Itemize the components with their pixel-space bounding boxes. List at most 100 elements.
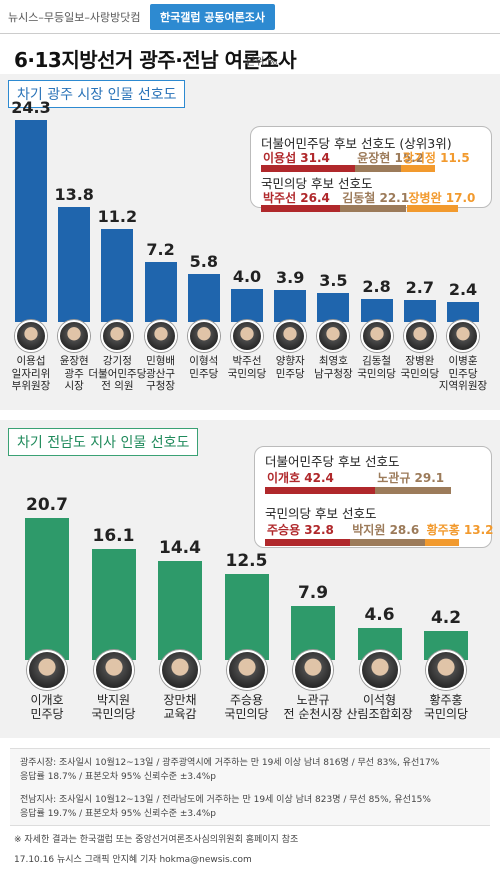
candidate-photo	[274, 320, 307, 352]
caption-line: 국민의당	[357, 367, 396, 380]
segment-bar	[406, 205, 458, 212]
bar-value-label: 2.8	[362, 276, 391, 296]
candidate-photo	[226, 650, 267, 690]
bar-value-label: 24.3	[11, 97, 51, 117]
candidate-caption: 장병완 국민의당	[387, 355, 453, 380]
chart-bar	[158, 560, 202, 660]
segment-bar	[265, 539, 351, 546]
candidate-photo	[231, 320, 263, 352]
jeonnam-section-title: 차기 전남도 지사 인물 선호도	[8, 428, 199, 456]
segment-label: 박지원 28.6	[352, 523, 420, 537]
bar-value-label: 2.7	[405, 277, 434, 297]
survey-methodology-box: 광주시장: 조사일시 10월12~13일 / 광주광역시에 거주하는 만 19세…	[10, 748, 490, 826]
candidate-photo	[447, 320, 479, 352]
caption-line: 양향자	[275, 355, 305, 367]
caption-line: 국민의당	[91, 707, 136, 721]
gwangju-section-title: 차기 광주 시장 인물 선호도	[8, 80, 186, 108]
caption-line: 민형배	[146, 355, 176, 367]
segment-bar	[261, 165, 356, 172]
bar-value-label: 7.9	[297, 582, 329, 603]
bar-value-label: 3.9	[276, 267, 305, 287]
chart-bar	[447, 302, 479, 322]
caption-line: 교육감	[163, 707, 197, 721]
chart-bar	[144, 262, 177, 322]
candidate-photo	[293, 650, 333, 690]
reference-note: ※ 자세한 결과는 한국갤럽 또는 중앙선거여론조사심의위원회 홈페이지 참조	[14, 835, 299, 845]
candidate-caption: 민형배 광산구 구청장	[128, 355, 194, 393]
gwangju-survey-line1: 광주시장: 조사일시 10월12~13일 / 광주광역시에 거주하는 만 19세…	[20, 758, 440, 768]
caption-line: 더불어민주당	[88, 367, 147, 380]
caption-line: 국민의당	[227, 367, 267, 380]
segment-bar	[261, 205, 341, 212]
caption-line: 이개호	[30, 693, 64, 707]
caption-line: 최영호	[318, 355, 348, 367]
candidate-caption: 이개호 민주당	[8, 693, 86, 721]
candidate-caption: 김동철 국민의당	[344, 355, 410, 380]
segment-bar	[355, 165, 401, 172]
chart-bar	[231, 288, 263, 322]
caption-line: 이석형	[362, 693, 397, 707]
panel-row-title: 국민의당 후보 선호도	[261, 176, 373, 191]
bar-value-label: 16.1	[92, 526, 135, 547]
candidate-caption: 이석형 산림조합회장	[341, 693, 419, 721]
candidate-caption: 양향자 민주당	[257, 355, 323, 380]
segment-label: 주승용 32.8	[267, 523, 334, 537]
candidate-photo	[360, 320, 393, 352]
candidate-caption: 박주선 국민의당	[214, 355, 280, 380]
segment-bar	[350, 539, 425, 546]
chart-bar	[58, 207, 91, 322]
partner-badge: 한국갤럽 공동여론조사	[150, 4, 276, 30]
jeonnam-survey-line2: 응답률 19.7% / 표본오차 95% 신뢰수준 ±3.4%p	[20, 809, 216, 819]
segment-label: 장병완 17.0	[408, 191, 476, 205]
candidate-photo	[403, 320, 436, 352]
caption-line: 광주	[64, 367, 84, 380]
caption-line: 구청장	[146, 380, 176, 392]
candidate-caption: 이형석 민주당	[171, 355, 237, 380]
segment-label: 윤장현 15.2	[357, 151, 425, 165]
caption-line: 부위원장	[11, 380, 51, 392]
caption-line: 윤장현	[59, 355, 89, 367]
jeonnam-party-preference-panel: 더불어민주당 후보 선호도 이개호 42.4 노관규 29.1 국민의당 후보 선호도…	[254, 446, 494, 548]
caption-line: 주승용	[229, 693, 264, 707]
bar-value-label: 13.8	[54, 185, 94, 205]
panel-row-title: 더불어민주당 후보 선호도 (상위3위)	[261, 136, 452, 151]
chart-bar	[274, 289, 307, 322]
bar-value-label: 20.7	[26, 494, 68, 515]
caption-line: 이병훈	[448, 355, 478, 367]
caption-line: 장만채	[163, 693, 197, 707]
caption-line: 이형석	[189, 355, 219, 367]
candidate-photo	[93, 650, 134, 690]
caption-line: 일자리위	[11, 367, 51, 380]
unit-label: 단위:%	[246, 57, 278, 68]
chart-bar	[91, 549, 136, 660]
chart-bar	[360, 298, 393, 322]
candidate-photo	[426, 650, 466, 690]
candidate-caption: 박지원 국민의당	[75, 693, 153, 721]
bar-value-label: 5.8	[189, 251, 218, 271]
caption-line: 이용섭	[16, 355, 46, 367]
candidate-caption: 이용섭 일자리위 부위원장	[0, 355, 64, 393]
source-label: 뉴시스–무등일보–사랑방닷컴	[8, 11, 141, 24]
candidate-photo	[160, 650, 200, 690]
segment-bar	[375, 487, 451, 494]
segment-label: 이용섭 31.4	[263, 151, 330, 165]
segment-bar	[340, 205, 407, 212]
caption-line: 민주당	[448, 367, 478, 380]
segment-bar	[424, 539, 459, 546]
caption-line: 민주당	[189, 367, 219, 380]
caption-line: 박지원	[96, 693, 131, 707]
chart-bar	[101, 228, 134, 322]
caption-line: 장병완	[405, 355, 435, 367]
page-title: 6·13지방선거 광주·전남 여론조사	[14, 48, 297, 72]
segment-label: 이개호 42.4	[267, 471, 334, 485]
bar-value-label: 11.2	[97, 206, 138, 226]
bar-value-label: 4.0	[232, 266, 262, 286]
bar-value-label: 3.5	[319, 270, 348, 290]
caption-line: 민주당	[275, 367, 305, 380]
caption-line: 국민의당	[224, 707, 269, 721]
candidate-photo	[359, 650, 400, 690]
chart-bar	[224, 574, 269, 660]
caption-line: 산림조합회장	[346, 707, 413, 721]
candidate-photo	[144, 320, 177, 352]
caption-line: 지역위원장	[438, 380, 488, 392]
